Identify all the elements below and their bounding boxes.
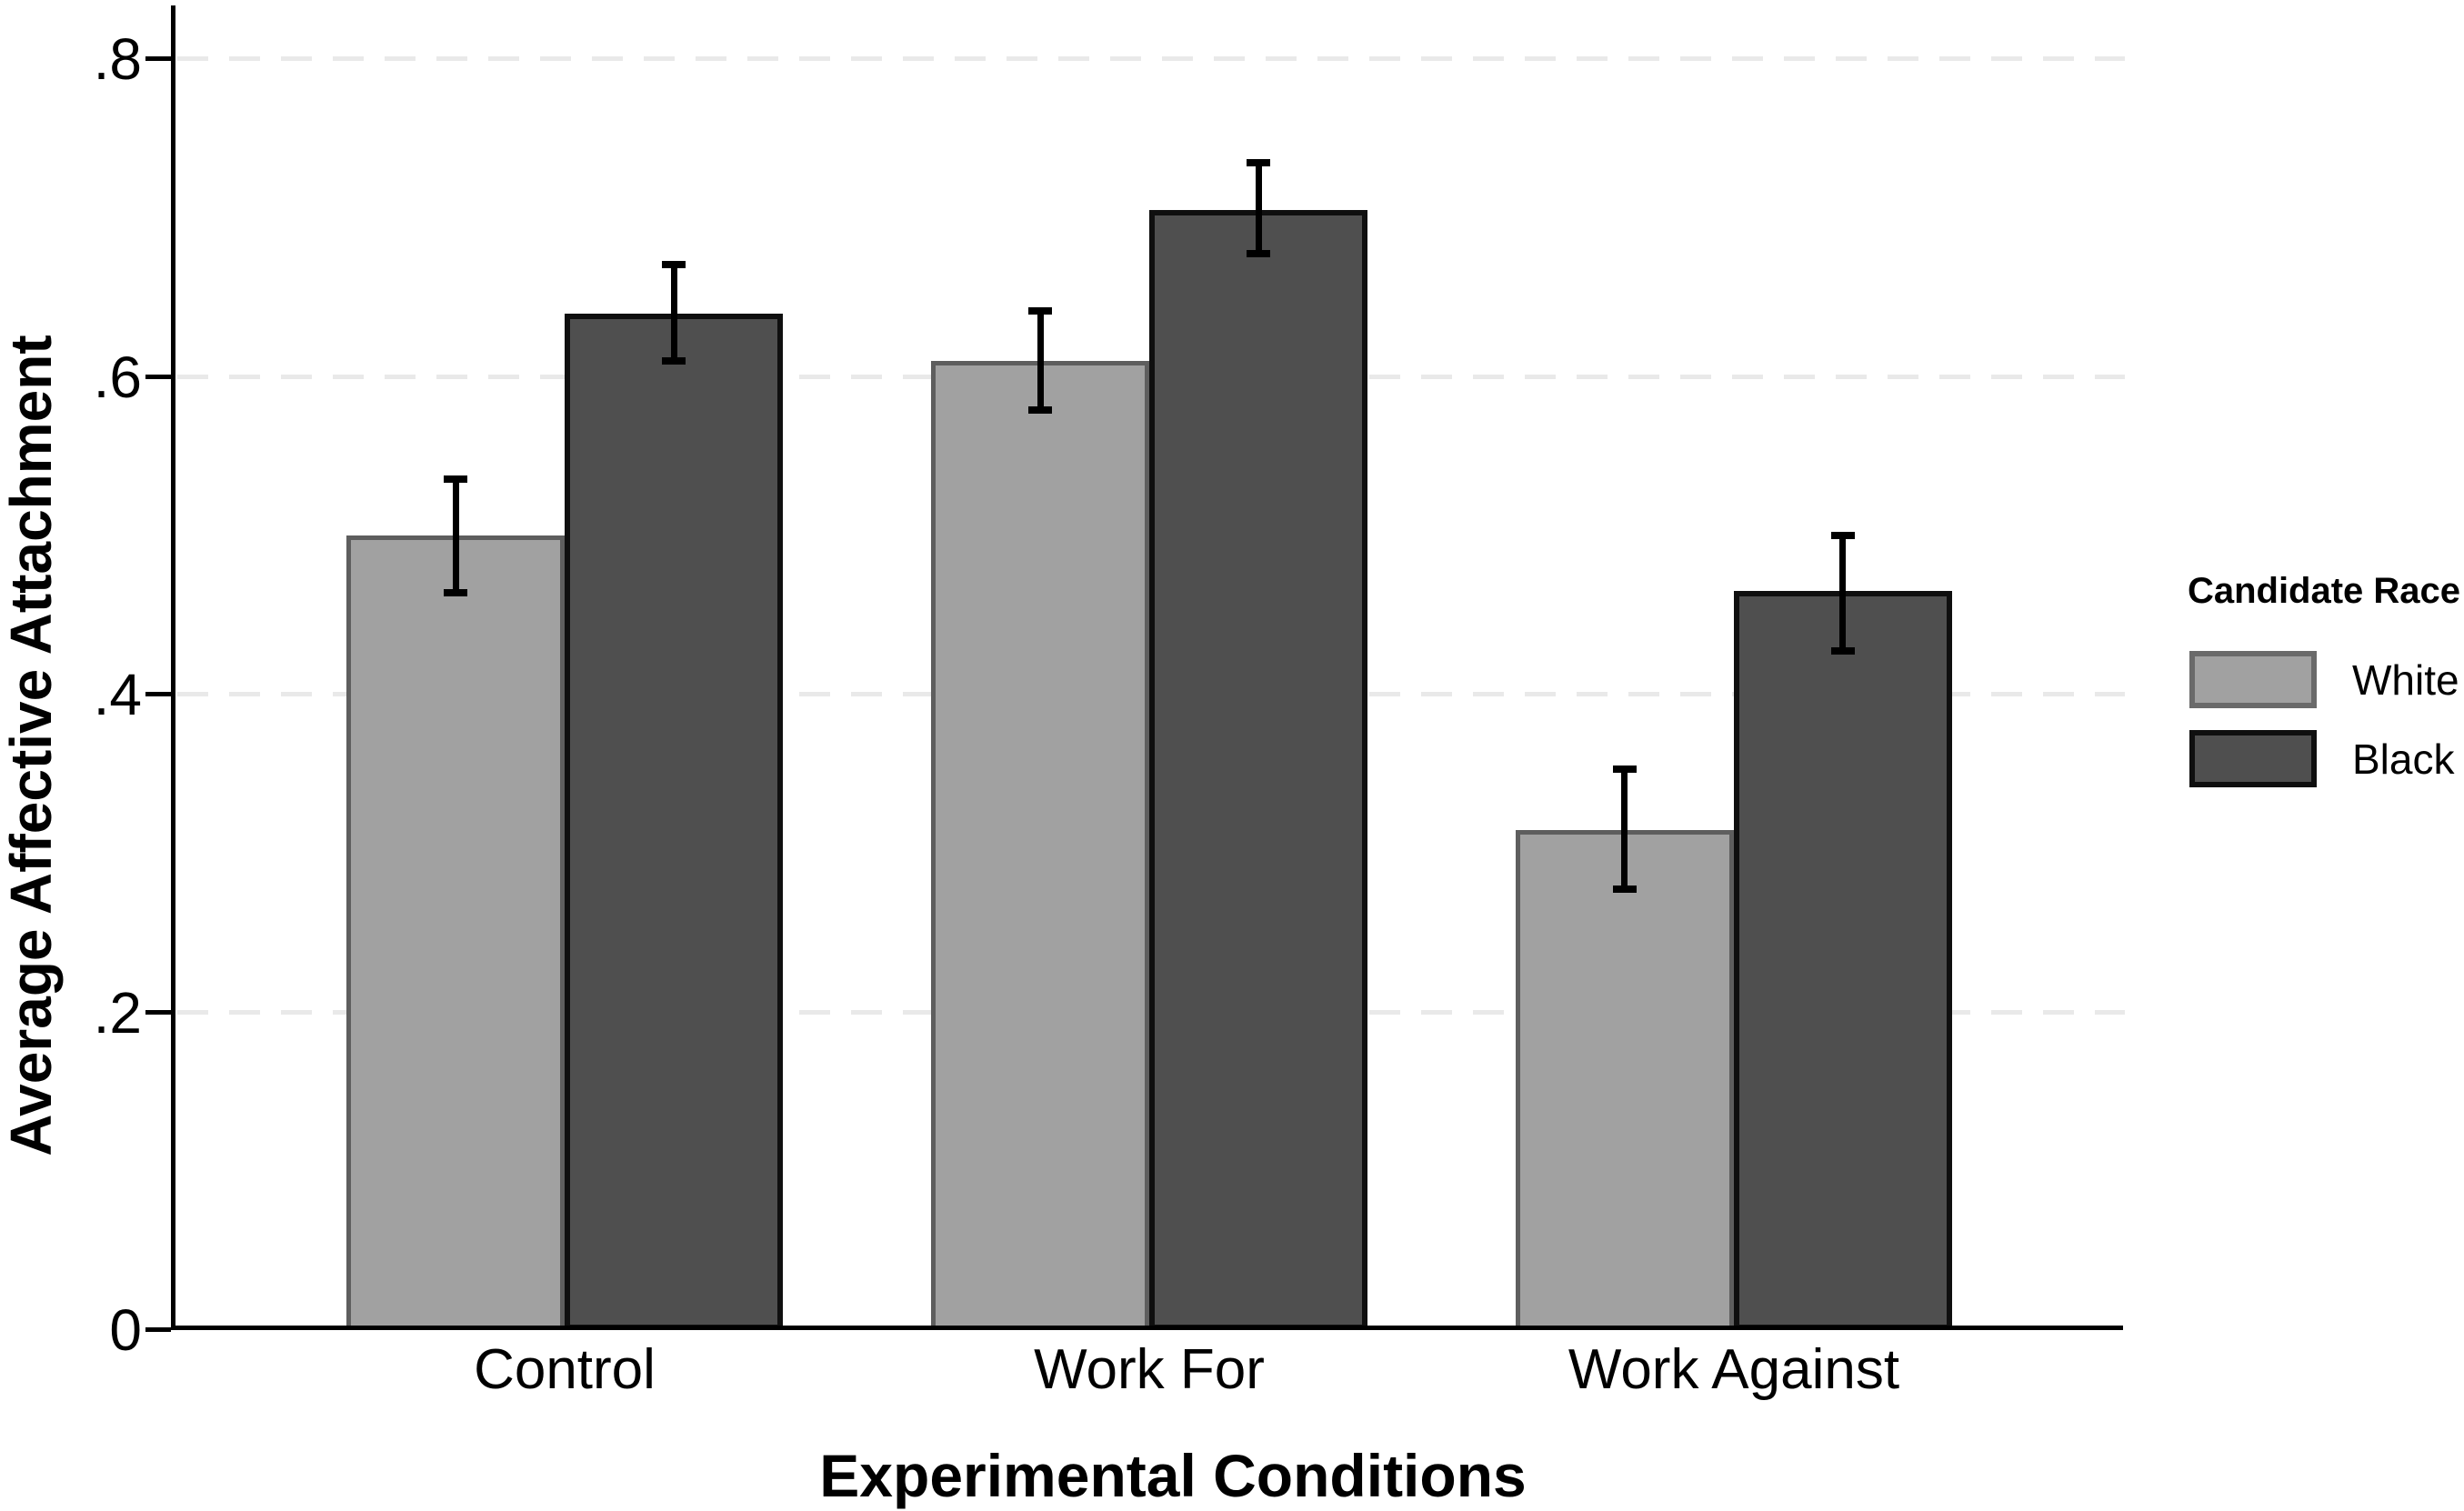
error-cap-top	[1830, 532, 1855, 539]
x-category-label-work-against: Work Against	[1568, 1338, 1900, 1401]
plot-area: 0.2.4.6.8	[94, 0, 2125, 1359]
y-tick-label: .6	[93, 344, 142, 410]
y-tick-8	[145, 56, 171, 61]
legend-label-white: White	[2352, 655, 2459, 704]
x-category-label-control: Control	[474, 1338, 656, 1401]
y-tick-0	[145, 1327, 171, 1332]
error-cap-top	[662, 261, 686, 268]
y-tick-4	[145, 692, 171, 696]
bar-control-white	[346, 535, 566, 1330]
y-tick-6	[145, 374, 171, 379]
y-tick-2	[145, 1009, 171, 1015]
error-bar-control-black	[662, 261, 686, 365]
error-bar-work-for-black	[1247, 159, 1270, 257]
bar-group-work-for	[931, 0, 1367, 1330]
bar-group-work-against	[1515, 0, 1952, 1330]
bar-control-black	[565, 314, 784, 1330]
bar-work-for-black	[1149, 210, 1367, 1330]
error-bar-work-against-black	[1830, 532, 1855, 655]
legend-title: Candidate Race	[2187, 571, 2461, 611]
x-category-label-work-for: Work For	[1034, 1338, 1265, 1401]
y-tick-label: .2	[93, 979, 142, 1046]
error-cap-top	[1612, 766, 1637, 773]
error-cap-bottom	[1247, 250, 1270, 257]
bar-work-against-black	[1733, 591, 1952, 1330]
error-bar-work-against-white	[1612, 766, 1637, 893]
legend-item-white: White	[2189, 651, 2461, 708]
bar-work-against-white	[1515, 830, 1734, 1330]
error-cap-top	[1247, 159, 1270, 166]
legend-swatch-black	[2189, 730, 2317, 787]
bar-group-control	[346, 0, 784, 1330]
bar-work-for-white	[931, 361, 1149, 1330]
legend: Candidate Race White Black	[2187, 571, 2461, 809]
y-tick-label: 0	[109, 1297, 142, 1363]
legend-item-black: Black	[2189, 730, 2461, 787]
error-cap-bottom	[444, 589, 468, 596]
error-cap-bottom	[1028, 406, 1052, 414]
x-axis-line	[171, 1326, 2123, 1330]
error-cap-top	[1028, 307, 1052, 315]
legend-label-black: Black	[2352, 735, 2455, 783]
error-bar-control-white	[444, 475, 468, 596]
error-cap-top	[444, 475, 468, 483]
legend-swatch-white	[2189, 651, 2317, 708]
gridline-8	[177, 56, 2125, 61]
y-tick-label: .4	[93, 662, 142, 727]
y-axis-line	[171, 5, 175, 1330]
error-cap-bottom	[1830, 647, 1855, 655]
error-cap-bottom	[662, 357, 686, 365]
x-axis-title: Experimental Conditions	[819, 1442, 1527, 1509]
y-tick-label: .8	[93, 26, 142, 92]
error-bar-work-for-white	[1028, 307, 1052, 414]
error-cap-bottom	[1612, 886, 1637, 893]
